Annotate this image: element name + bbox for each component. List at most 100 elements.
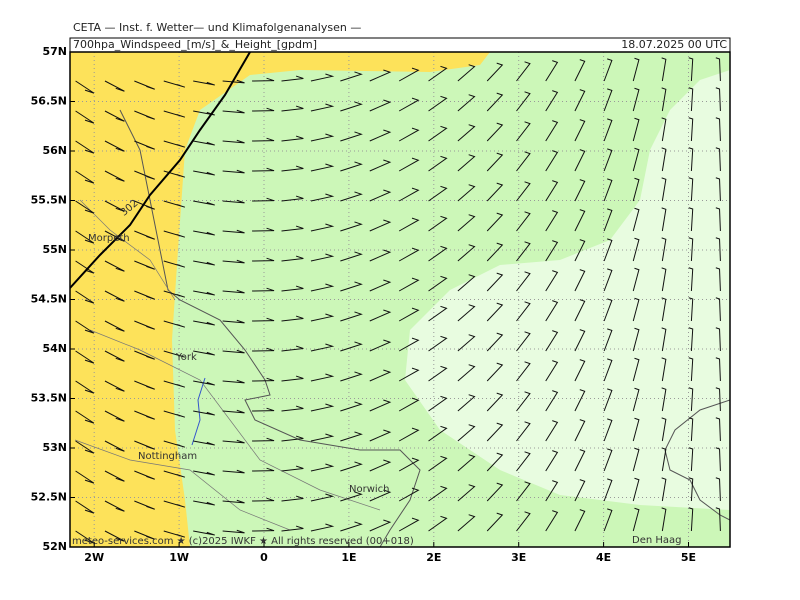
date: 18.07.2025 00 UTC bbox=[621, 38, 727, 51]
height-contour bbox=[70, 52, 251, 289]
wind-barb bbox=[281, 375, 304, 382]
wind-barb bbox=[545, 450, 559, 472]
wind-barb bbox=[340, 221, 363, 232]
wind-barb bbox=[252, 437, 275, 442]
wind-barb bbox=[457, 454, 476, 472]
lat-label: 53N bbox=[42, 441, 67, 454]
wind-barb bbox=[75, 320, 95, 334]
wind-barb bbox=[310, 373, 335, 382]
wind-barb bbox=[163, 470, 186, 478]
wind-barb bbox=[193, 170, 215, 176]
wind-barb bbox=[310, 283, 335, 292]
axes: 57N 56.5N 56N 55.5N 55N 54.5N 54N 53.5N 53N 52.5N… bbox=[31, 45, 696, 564]
wind-barb bbox=[281, 285, 304, 292]
wind-barb bbox=[398, 187, 420, 202]
title: 700hpa_Windspeed_[m/s]_&_Height_[gpdm] bbox=[73, 38, 317, 51]
wind-barb bbox=[457, 274, 476, 292]
lat-label: 55N bbox=[42, 243, 67, 256]
wind-barb bbox=[75, 350, 95, 364]
lat-label: 55.5N bbox=[31, 194, 67, 207]
wind-barb bbox=[715, 477, 721, 502]
wind-barb bbox=[715, 387, 721, 412]
wind-barb bbox=[310, 493, 335, 502]
wind-barb bbox=[134, 80, 155, 90]
wind-barb bbox=[574, 329, 586, 352]
wind-barb bbox=[545, 300, 559, 322]
coastline-nl bbox=[664, 399, 730, 521]
wind-barb bbox=[574, 179, 586, 202]
wind-barb bbox=[516, 61, 531, 82]
wind-barb bbox=[75, 290, 95, 304]
wind-barb bbox=[428, 215, 448, 232]
wind-barb bbox=[398, 157, 420, 172]
wind-barb bbox=[163, 80, 186, 88]
wind-barb bbox=[545, 60, 559, 82]
wind-barb bbox=[193, 350, 215, 356]
wind-barb bbox=[340, 131, 363, 142]
lon-label: 0 bbox=[260, 551, 268, 564]
wind-barb bbox=[398, 397, 420, 412]
wind-barb bbox=[369, 459, 392, 472]
wind-barb bbox=[75, 470, 95, 484]
wind-barb bbox=[516, 361, 531, 382]
wind-barb bbox=[104, 470, 125, 482]
wind-barb bbox=[457, 184, 476, 202]
wind-barb bbox=[281, 75, 304, 82]
wind-barb bbox=[632, 57, 640, 82]
lat-label: 54N bbox=[42, 342, 67, 355]
wind-barb bbox=[163, 350, 186, 358]
wind-barb bbox=[603, 118, 613, 142]
wind-barb bbox=[163, 500, 186, 508]
wind-barb bbox=[340, 161, 363, 172]
lon-label: 3E bbox=[511, 551, 526, 564]
wind-barb bbox=[369, 369, 392, 382]
place-label: York bbox=[175, 352, 197, 363]
wind-barb bbox=[661, 87, 667, 112]
wind-barb bbox=[603, 88, 613, 112]
wind-barb bbox=[632, 447, 640, 472]
wind-barb bbox=[516, 121, 531, 142]
wind-barb bbox=[486, 302, 504, 322]
wind-barb bbox=[398, 427, 420, 442]
wind-barb bbox=[632, 267, 640, 292]
wind-barb bbox=[603, 478, 613, 502]
wind-barb bbox=[688, 147, 694, 172]
copyright: meteo-services.com ★ (c)2025 IWKF ★ All … bbox=[72, 536, 414, 547]
wind-barb bbox=[661, 117, 667, 142]
wind-barb bbox=[222, 379, 245, 384]
wind-barb bbox=[632, 237, 640, 262]
wind-barb bbox=[252, 107, 275, 112]
wind-barb bbox=[661, 417, 667, 442]
wind-barb bbox=[457, 364, 476, 382]
lat-label: 57N bbox=[42, 45, 67, 58]
wind-barb bbox=[252, 287, 275, 292]
wind-barb bbox=[428, 185, 448, 202]
wind-barb bbox=[516, 451, 531, 472]
wind-barb bbox=[457, 424, 476, 442]
wind-barb bbox=[428, 515, 448, 532]
wind-barb bbox=[104, 200, 125, 212]
yellow-field bbox=[70, 52, 490, 547]
wind-barb bbox=[398, 277, 420, 292]
wind-barb bbox=[715, 327, 721, 352]
wind-barb bbox=[163, 290, 186, 298]
wind-barb bbox=[252, 197, 275, 202]
wind-barb bbox=[545, 360, 559, 382]
wind-barb bbox=[369, 219, 392, 232]
wind-barb bbox=[428, 365, 448, 382]
wind-barb bbox=[486, 482, 504, 502]
wind-barb bbox=[222, 109, 245, 114]
wind-barb bbox=[715, 237, 721, 262]
wind-barb bbox=[486, 452, 504, 472]
river bbox=[191, 377, 206, 446]
wind-barb bbox=[193, 470, 215, 476]
wind-barb bbox=[715, 207, 721, 232]
wind-barb bbox=[688, 297, 694, 322]
wind-barb bbox=[688, 117, 694, 142]
wind-barb bbox=[340, 461, 363, 472]
wind-barb bbox=[661, 177, 667, 202]
wind-barb bbox=[310, 103, 335, 112]
wind-barb bbox=[369, 249, 392, 262]
wind-barb bbox=[369, 159, 392, 172]
